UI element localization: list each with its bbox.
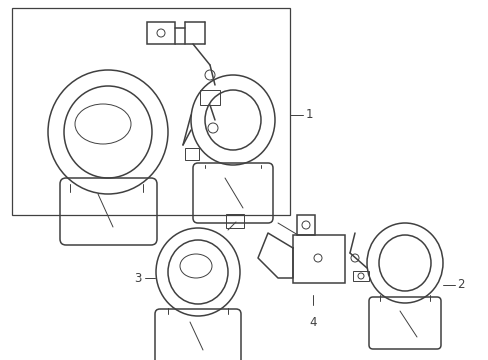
Bar bbox=[296, 215, 314, 235]
Bar bbox=[292, 235, 345, 283]
Bar bbox=[184, 148, 199, 160]
Bar bbox=[200, 90, 220, 105]
Text: 2: 2 bbox=[456, 279, 464, 292]
Bar bbox=[12, 8, 289, 215]
Text: 1: 1 bbox=[305, 108, 313, 122]
Text: 3: 3 bbox=[134, 271, 142, 284]
Text: 4: 4 bbox=[308, 316, 316, 329]
Bar bbox=[147, 22, 175, 44]
Bar bbox=[352, 271, 368, 281]
Bar bbox=[225, 214, 244, 228]
